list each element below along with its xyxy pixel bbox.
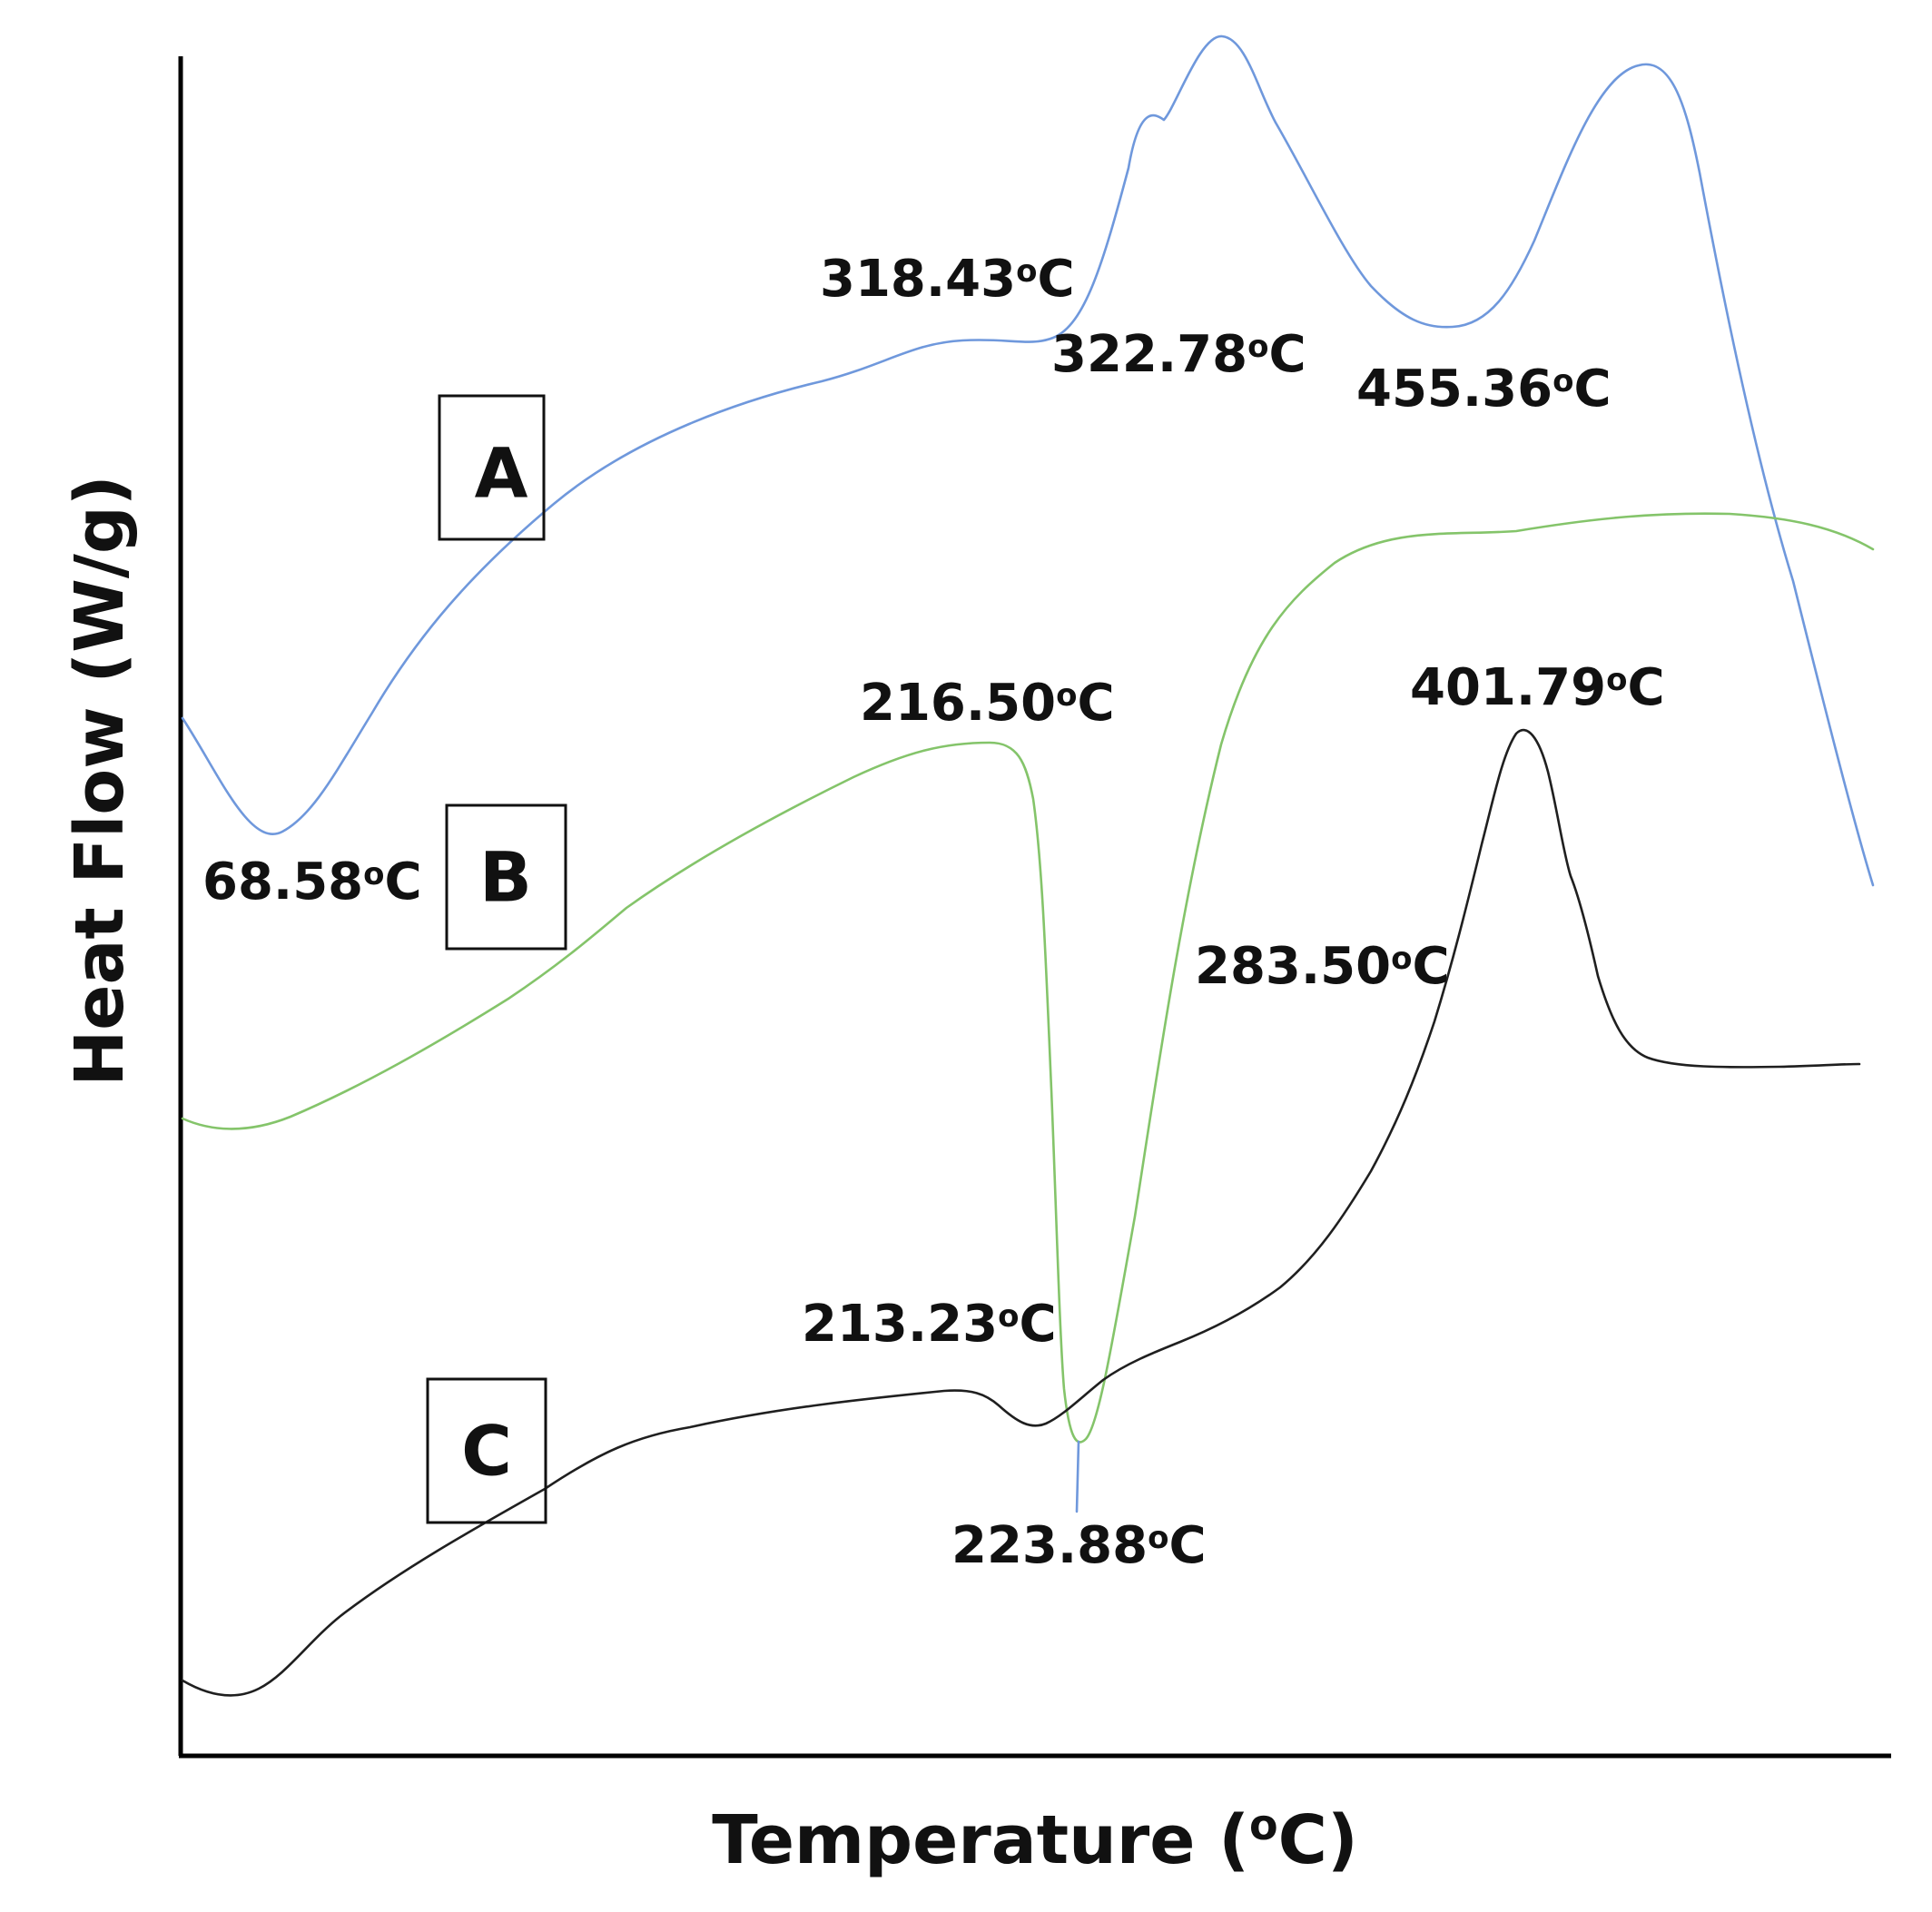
series-label-b: B xyxy=(479,837,532,918)
y-axis-title: Heat Flow (W/g) xyxy=(61,475,139,1086)
curve-a xyxy=(181,34,1875,887)
curve-b-tail xyxy=(1075,1440,1080,1513)
curve-b xyxy=(181,512,1875,1444)
annotation-a4: 455.36oC xyxy=(1356,360,1612,419)
series-box-c: C xyxy=(426,1377,547,1524)
series-label-a: A xyxy=(475,433,528,514)
series-label-c: C xyxy=(461,1411,512,1492)
annotation-c2: 401.79oC xyxy=(1410,658,1665,717)
annotation-b1: 216.50oC xyxy=(860,674,1115,733)
annotation-c1: 213.23oC xyxy=(802,1295,1057,1354)
annotation-a3: 322.78oC xyxy=(1051,325,1306,384)
annotation-a1: 68.58oC xyxy=(202,853,422,912)
annotation-b2: 223.88oC xyxy=(951,1516,1207,1575)
annotation-b3: 283.50oC xyxy=(1195,937,1450,996)
series-box-b: B xyxy=(445,803,567,951)
annotation-a2: 318.43oC xyxy=(820,250,1075,309)
x-axis-title: Temperature (oC) xyxy=(712,1800,1358,1879)
series-box-a: A xyxy=(438,394,546,541)
